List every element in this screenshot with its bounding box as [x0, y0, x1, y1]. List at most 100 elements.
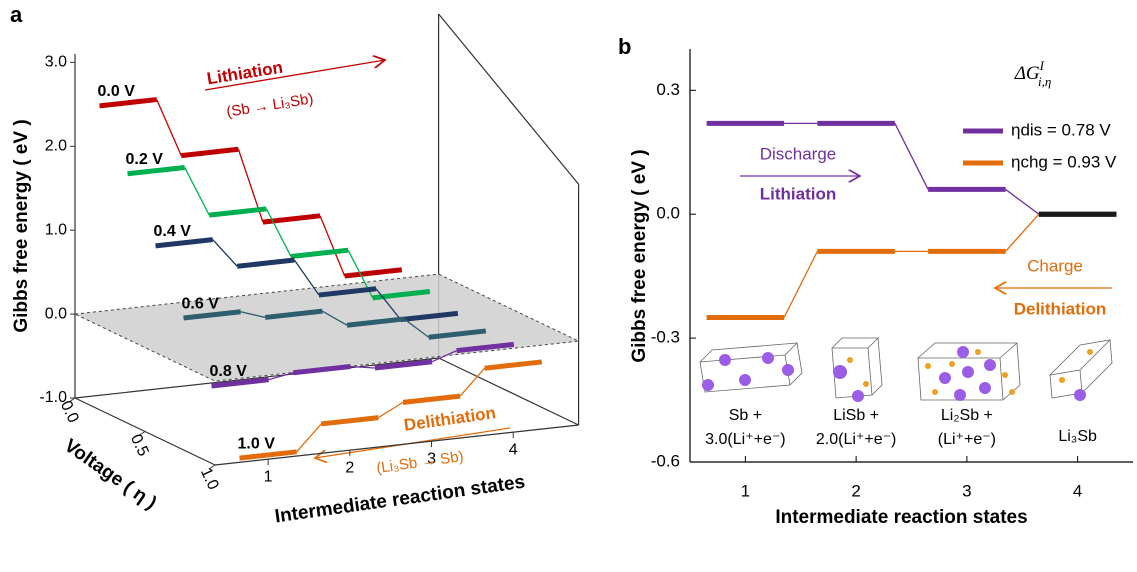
y-tick-label: -0.6: [651, 451, 680, 470]
annotation: Lithiation: [760, 184, 836, 203]
step-level: [402, 393, 461, 405]
series-label: 1.0 V: [238, 435, 276, 452]
step-level: [180, 146, 239, 159]
step-level: [99, 97, 157, 109]
connector: [268, 372, 294, 381]
step-level: [346, 316, 405, 328]
step-level: [456, 341, 515, 354]
z-axis-label: Gibbs free energy ( eV ): [11, 119, 32, 332]
z-tick-label: -1.0: [39, 389, 67, 406]
y-tick-label: 0.3: [656, 80, 680, 99]
state-label: LiSb +: [833, 407, 879, 424]
series-label: 0.0 V: [98, 83, 136, 100]
step-level: [239, 449, 297, 461]
crystal-icon: [699, 337, 1113, 402]
connector: [350, 365, 375, 369]
annotation: Discharge: [760, 144, 837, 163]
series-label: 0.6 V: [182, 295, 220, 312]
connector: [265, 208, 292, 257]
annotation: (Li₃Sb → Sb): [375, 448, 464, 477]
legend-label: ηdis = 0.78 V: [1011, 120, 1111, 139]
axis-line: [74, 357, 439, 399]
x-tick-label: 4: [509, 441, 518, 458]
axis-line: [438, 13, 580, 185]
state-label: Li₃Sb: [1058, 428, 1097, 445]
state-label: Sb +: [729, 407, 762, 424]
x-tick-label: 2: [345, 459, 354, 476]
connector: [459, 367, 486, 397]
y-tick-label: -0.3: [651, 328, 680, 347]
y-tick-label: 0.5: [127, 432, 152, 459]
step-level: [264, 308, 323, 320]
y-tick-label: 0.0: [656, 204, 680, 223]
connector: [1005, 213, 1040, 252]
connector: [322, 310, 348, 326]
z-tick-label: 3.0: [45, 54, 67, 71]
series-label: 0.4 V: [154, 223, 192, 240]
connector: [293, 259, 320, 296]
step-level: [428, 328, 487, 340]
connector: [212, 239, 238, 267]
annotation: Delithiation: [1014, 299, 1107, 318]
x-tick-label: 1: [264, 468, 273, 485]
step-level: [400, 310, 459, 323]
x-tick-label: 4: [1073, 481, 1082, 500]
connector: [894, 123, 929, 190]
series-label: 0.8 V: [210, 363, 248, 380]
y-tick: [138, 431, 146, 436]
x-tick-label: 2: [851, 481, 860, 500]
connector: [1005, 188, 1040, 215]
step-level: [344, 267, 403, 279]
connector: [240, 311, 266, 319]
step-level: [155, 237, 213, 249]
step-level: [290, 247, 349, 259]
legend-title-base: ΔG: [1014, 63, 1040, 84]
axis-line: [214, 424, 579, 466]
connector: [431, 350, 457, 363]
state-label: 3.0(Li⁺+e⁻): [705, 431, 785, 448]
connector: [375, 288, 402, 321]
connector: [156, 99, 182, 156]
step-level: [236, 257, 295, 269]
step-level: [292, 364, 351, 376]
legend-title-sub: i,η: [1038, 74, 1051, 89]
connector: [296, 423, 322, 453]
state-label: Li₂Sb +: [941, 407, 993, 424]
x-tick-label: 3: [962, 481, 971, 500]
state-label: (Li⁺+e⁻): [938, 431, 996, 448]
step-level: [127, 164, 185, 177]
legend-title: ΔGI i,η: [1014, 58, 1052, 89]
step-level: [318, 286, 377, 298]
y-tick: [68, 397, 76, 403]
z-tick-label: 2.0: [45, 138, 67, 155]
connector: [783, 251, 818, 318]
panel-label: b: [618, 34, 631, 59]
step-level: [208, 206, 267, 218]
connector: [184, 167, 210, 216]
annotation: Charge: [1027, 256, 1083, 275]
step-level: [320, 415, 379, 427]
step-level: [211, 377, 269, 389]
y-axis-label: Gibbs free energy ( eV ): [629, 149, 650, 362]
annotation: (Sb → Li₃Sb): [225, 90, 314, 121]
state-label: 2.0(Li⁺+e⁻): [816, 431, 896, 448]
step-level: [484, 359, 543, 371]
panel-label: a: [10, 2, 23, 27]
x-axis-label: Intermediate reaction states: [775, 507, 1027, 528]
z-tick-label: 0.0: [45, 305, 67, 322]
x-tick-label: 1: [741, 481, 750, 500]
step-level: [374, 359, 433, 371]
zero-plane: [73, 273, 581, 382]
z-tick-label: 1.0: [45, 221, 67, 238]
x-axis-label: Intermediate reaction states: [274, 472, 527, 528]
legend-title-sup: I: [1039, 58, 1045, 73]
connector: [403, 318, 430, 338]
step-level: [183, 309, 241, 321]
axis-line: [438, 357, 579, 426]
legend-label: ηchg = 0.93 V: [1011, 152, 1117, 171]
connector: [319, 215, 346, 277]
y-tick: [208, 464, 216, 470]
x-tick-label: 3: [427, 450, 436, 467]
